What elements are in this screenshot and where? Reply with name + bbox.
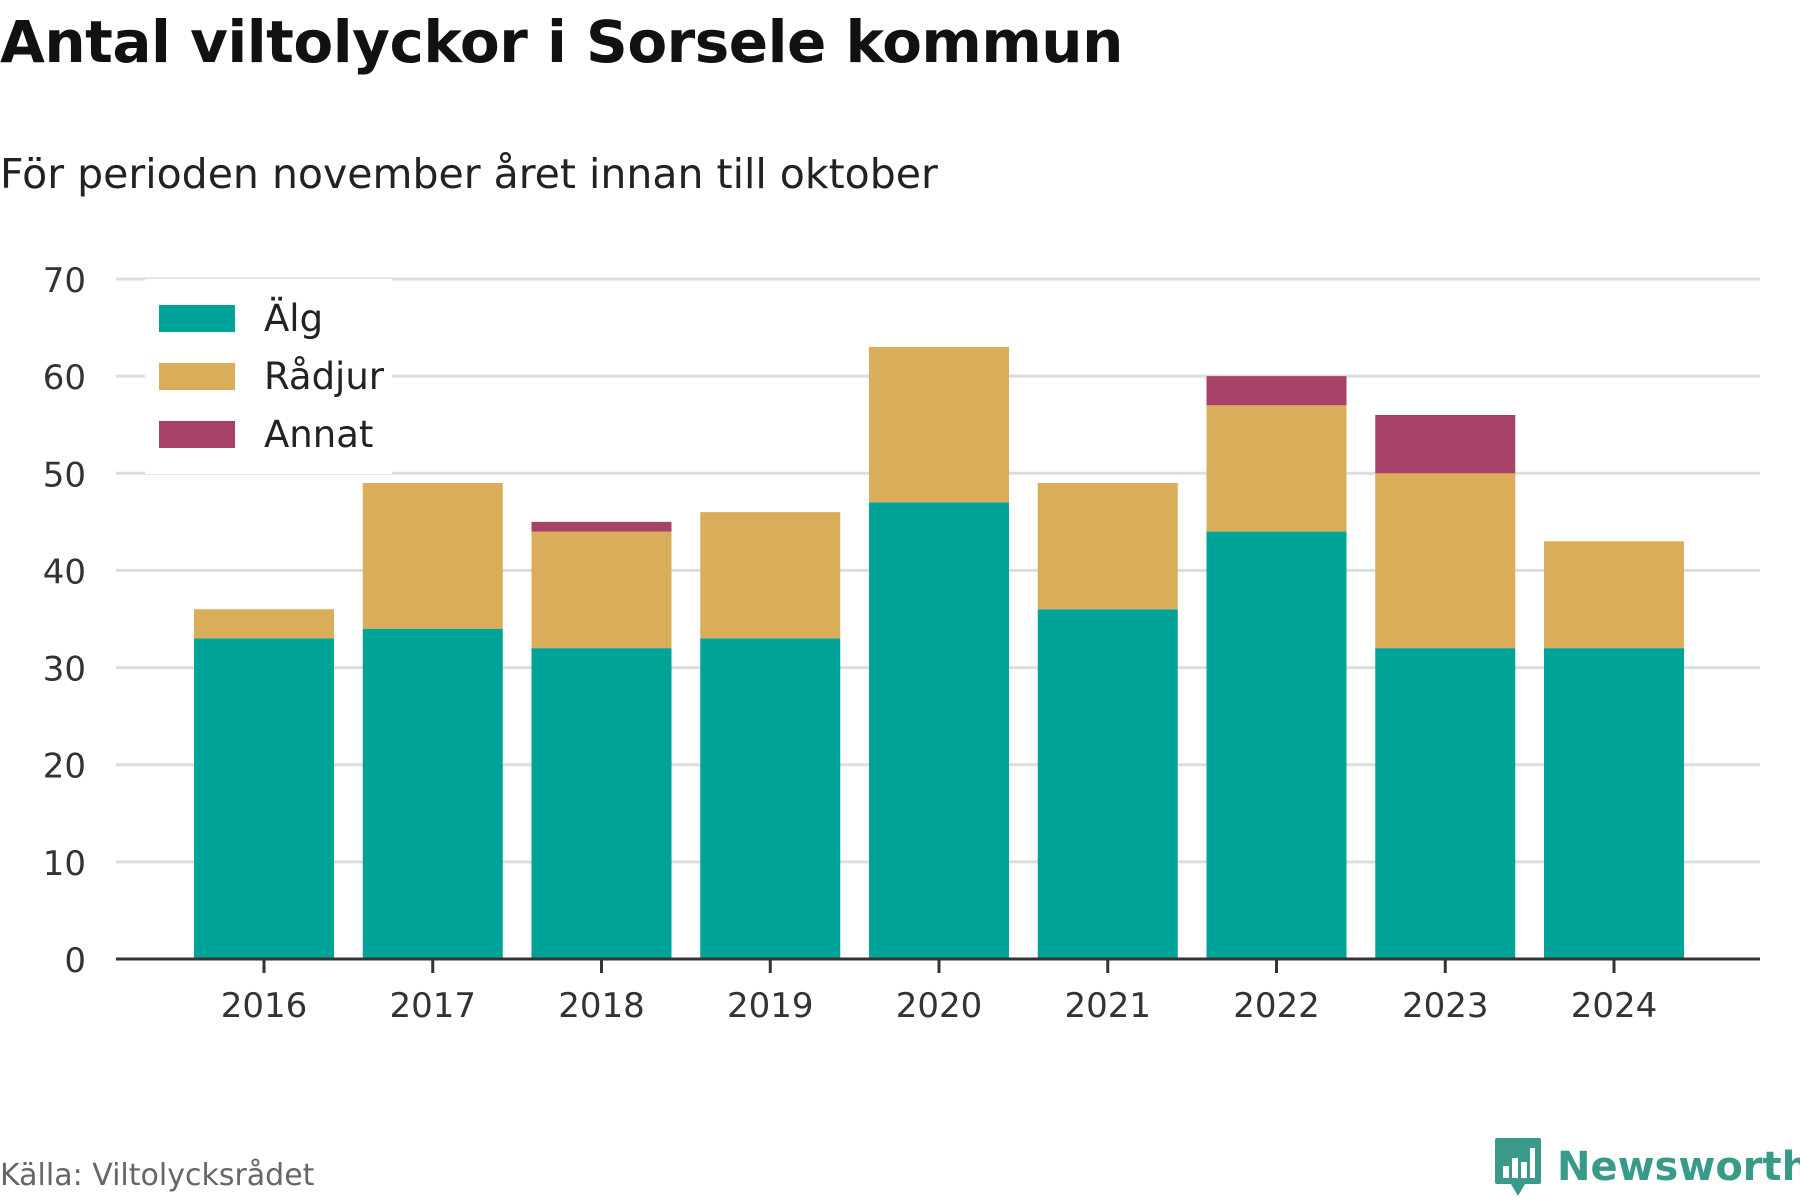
y-tick-label: 20 bbox=[43, 747, 86, 787]
y-tick-label: 10 bbox=[43, 844, 86, 884]
y-tick-label: 40 bbox=[43, 552, 86, 592]
bar-segment bbox=[531, 648, 672, 959]
bar-segment bbox=[531, 521, 672, 532]
legend-swatch bbox=[159, 305, 235, 332]
bar-segment bbox=[531, 531, 672, 649]
y-tick-label: 0 bbox=[64, 941, 86, 981]
bar-segment bbox=[869, 347, 1009, 503]
bar-segment bbox=[1037, 609, 1178, 959]
x-tick-label: 2020 bbox=[896, 986, 983, 1026]
y-tick-label: 30 bbox=[43, 650, 86, 690]
bar-segment bbox=[1544, 541, 1684, 649]
legend-label: Rådjur bbox=[264, 355, 385, 398]
bar-segment bbox=[362, 628, 503, 959]
x-tick-label: 2022 bbox=[1233, 986, 1320, 1026]
y-tick-label: 50 bbox=[43, 455, 86, 495]
bar-segment bbox=[1206, 405, 1347, 532]
x-tick-label: 2023 bbox=[1402, 986, 1489, 1026]
chart-title: Antal viltolyckor i Sorsele kommun bbox=[0, 8, 1123, 76]
y-tick-label: 70 bbox=[43, 261, 86, 301]
x-tick-label: 2024 bbox=[1571, 986, 1658, 1026]
bar-segment bbox=[700, 512, 841, 639]
bar-segment bbox=[194, 609, 334, 639]
bar-segment bbox=[1206, 531, 1347, 959]
legend-swatch bbox=[159, 363, 235, 390]
brand-logo: Newsworthy bbox=[1493, 1136, 1800, 1198]
bar-segment bbox=[1375, 648, 1516, 959]
bar-segment bbox=[869, 502, 1009, 959]
bar-segment bbox=[700, 638, 841, 959]
x-tick-label: 2021 bbox=[1064, 986, 1151, 1026]
x-tick-label: 2017 bbox=[389, 986, 476, 1026]
bar-segment bbox=[1544, 648, 1684, 959]
bar-chart-speech-bubble-icon bbox=[1495, 1138, 1541, 1196]
brand-name: Newsworthy bbox=[1557, 1144, 1800, 1190]
bar-segment bbox=[194, 638, 334, 959]
stacked-bar-chart: 0 10 20 30 40 50 60 70 Älg Rådjur Annat 2016 2017 201… bbox=[43, 261, 1760, 1026]
bar-segment bbox=[1206, 376, 1347, 406]
legend-swatch bbox=[159, 421, 235, 448]
x-tick-label: 2016 bbox=[221, 986, 308, 1026]
bar-segment bbox=[1037, 483, 1178, 610]
bar-segment bbox=[1375, 415, 1516, 474]
y-tick-label: 60 bbox=[43, 358, 86, 398]
chart-subtitle: För perioden november året innan till ok… bbox=[0, 150, 938, 198]
x-tick-label: 2019 bbox=[727, 986, 814, 1026]
source-note: Källa: Viltolycksrådet bbox=[0, 1158, 315, 1193]
legend-label: Annat bbox=[264, 413, 373, 456]
bar-segment bbox=[1375, 473, 1516, 649]
x-tick-label: 2018 bbox=[558, 986, 645, 1026]
bar-segment bbox=[362, 483, 503, 629]
legend-label: Älg bbox=[264, 297, 323, 340]
